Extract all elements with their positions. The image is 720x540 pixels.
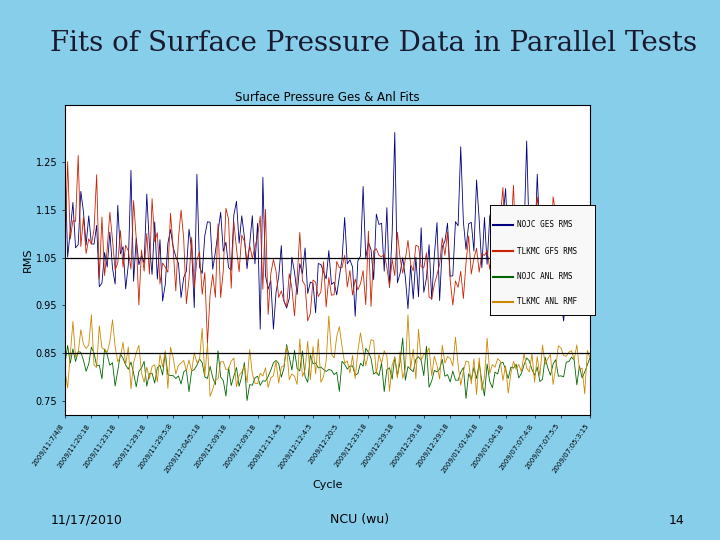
Text: NCU (wu): NCU (wu)	[330, 514, 390, 526]
X-axis label: Cycle: Cycle	[312, 480, 343, 490]
Text: TLKMC ANL RMF: TLKMC ANL RMF	[517, 298, 577, 306]
Text: TLKMC GFS RMS: TLKMC GFS RMS	[517, 247, 577, 256]
Text: Fits of Surface Pressure Data in Parallel Tests: Fits of Surface Pressure Data in Paralle…	[50, 30, 698, 57]
Text: 11/17/2010: 11/17/2010	[50, 514, 122, 526]
Text: NOJC GES RMS: NOJC GES RMS	[517, 220, 573, 230]
Text: NOJC ANL RMS: NOJC ANL RMS	[517, 272, 573, 281]
Text: 14: 14	[668, 514, 684, 526]
Title: Surface Pressure Ges & Anl Fits: Surface Pressure Ges & Anl Fits	[235, 91, 420, 104]
Y-axis label: RMS: RMS	[23, 248, 33, 272]
